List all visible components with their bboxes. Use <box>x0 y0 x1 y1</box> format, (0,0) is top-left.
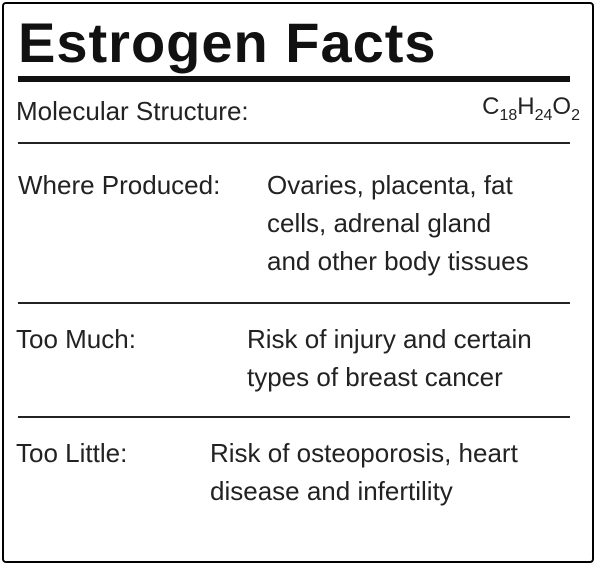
value-where: Ovaries, placenta, fat cells, adrenal gla… <box>267 170 529 276</box>
divider <box>18 142 570 144</box>
label-molecular: Molecular Structure: <box>16 96 249 126</box>
divider <box>18 302 570 304</box>
divider <box>18 416 570 418</box>
title: Estrogen Facts <box>18 11 437 74</box>
label-too-much: Too Much: <box>16 324 136 354</box>
formula: C18H24O2 <box>482 93 580 124</box>
value-too-much: Risk of injury and certain types of breas… <box>247 324 532 392</box>
label-where: Where Produced: <box>18 170 221 200</box>
value-too-little: Risk of osteoporosis, heart disease and i… <box>210 438 518 506</box>
facts-card: Estrogen Facts Molecular Structure: C18H… <box>2 2 594 563</box>
label-too-little: Too Little: <box>16 438 128 468</box>
title-divider <box>18 76 570 82</box>
